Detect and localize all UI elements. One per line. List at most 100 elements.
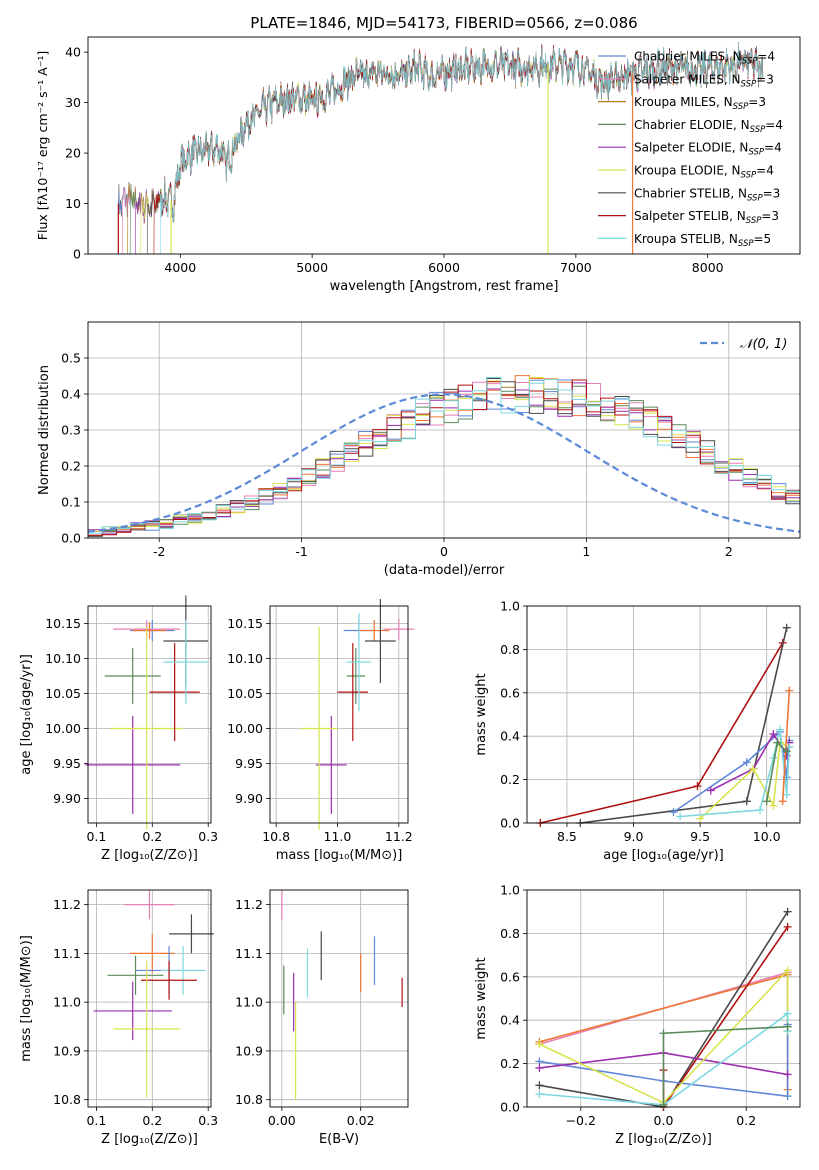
plus-marker (783, 1022, 792, 1031)
y-tick-label: 11.2 (53, 897, 81, 912)
plus-marker (773, 738, 782, 747)
plus-marker (693, 782, 702, 791)
plus-marker (769, 730, 778, 739)
plus-marker (783, 922, 792, 931)
mass_vs_ebv-frame (269, 889, 409, 1108)
plus-marker (742, 797, 751, 806)
x-tick-label: -1 (295, 544, 307, 559)
y-tick-label: 0.6 (500, 969, 520, 984)
mass_vs_Z-y-label: mass [log₁₀(M/M⊙)] (19, 935, 34, 1062)
figure-title: PLATE=1846, MJD=54173, FIBERID=0566, z=0… (250, 14, 637, 32)
x-tick-label: 0.00 (268, 1113, 296, 1128)
age_vs_Z-errorbars (85, 595, 209, 830)
histogram-step-line (88, 379, 800, 537)
y-tick-label: 0.4 (500, 729, 520, 744)
plus-marker (762, 797, 771, 806)
x-tick-label: 0.3 (198, 829, 218, 844)
massweight_vs_age-axes: 8.5 9.0 9.5 10.0 0.0 0.2 0.4 0.6 0.8 1.0 (500, 599, 800, 844)
series-line (540, 642, 784, 824)
x-tick-label: 0.0 (654, 1113, 674, 1128)
mass_vs_ebv-errorbars (281, 890, 403, 1100)
x-tick-label: 0.2 (142, 829, 162, 844)
y-tick-label: 10.15 (227, 616, 263, 631)
y-tick-label: 40 (65, 45, 81, 60)
y-tick-label: 11.1 (53, 946, 81, 961)
massweight_vs_age-lines (536, 623, 794, 827)
legend-label: Chabrier ELODIE, NSSP=4 (634, 118, 783, 135)
y-tick-label: 10.9 (235, 1043, 263, 1058)
plus-marker (669, 808, 678, 817)
y-tick-label: 10.10 (227, 651, 263, 666)
plus-marker (783, 907, 792, 916)
massweight_vs_age-x-label: age [log₁₀(age/yr)] (603, 848, 724, 863)
plus-marker (749, 764, 758, 773)
x-tick-label: 6000 (428, 260, 460, 275)
normal-curve-line (88, 393, 800, 533)
legend-label: Salpeter ELODIE, NSSP=4 (634, 141, 782, 158)
plus-marker (782, 747, 791, 756)
y-tick-label: 10.00 (227, 721, 263, 736)
x-tick-label: 9.5 (690, 829, 710, 844)
plus-marker (659, 1100, 668, 1109)
legend-label: Salpeter STELIB, NSSP=3 (634, 209, 779, 226)
mass_vs_ebv-x-label: E(B-V) (319, 1132, 359, 1147)
series-line (539, 1024, 789, 1098)
y-tick-label: 11.2 (235, 897, 263, 912)
age_vs_mass-frame (269, 605, 409, 824)
age_vs_Z-axes: 0.1 0.2 0.3 9.90 9.95 10.00 10.05 10.10 10.15 (45, 606, 218, 844)
y-tick-label: 0.5 (61, 351, 81, 366)
plus-marker (783, 1009, 792, 1018)
series-line (662, 926, 789, 1110)
x-tick-label: -2 (153, 544, 165, 559)
spectrum-x-label: wavelength [Angstrom, rest frame] (330, 279, 559, 294)
mass_vs_Z-errorbars (93, 890, 214, 1098)
x-tick-label: 0.3 (198, 1113, 218, 1128)
y-tick-label: 10 (65, 196, 81, 211)
histogram-step-line (88, 376, 800, 534)
plus-marker (535, 1089, 544, 1098)
x-tick-label: 1 (582, 544, 590, 559)
histogram-step-line (88, 377, 800, 537)
x-tick-label: 10.8 (262, 829, 290, 844)
y-tick-label: 0.1 (61, 495, 81, 510)
age_vs_Z-x-label: Z [log₁₀(Z/Z⊙)] (101, 848, 198, 863)
y-tick-label: 30 (65, 95, 81, 110)
plus-marker (756, 805, 765, 814)
legend-label: Kroupa ELODIE, NSSP=4 (634, 164, 774, 181)
series-line (580, 627, 788, 824)
histogram-y-label: Normed distribution (37, 365, 52, 495)
x-tick-label: 9.0 (624, 829, 644, 844)
y-tick-label: 11.0 (235, 995, 263, 1010)
y-tick-label: 11.0 (53, 995, 81, 1010)
x-tick-label: 0 (440, 544, 448, 559)
plus-marker (785, 686, 794, 695)
spectrum-axes: 4000 5000 6000 7000 8000 0 10 20 30 40 (65, 45, 724, 275)
x-tick-label: 0.1 (86, 829, 106, 844)
y-tick-label: 0.8 (500, 926, 520, 941)
mass_vs_Z-axes: 0.1 0.2 0.3 10.8 10.9 11.0 11.1 11.2 (53, 890, 218, 1128)
plus-marker (782, 790, 791, 799)
plus-marker (535, 1063, 544, 1072)
legend-label: Salpeter MILES, NSSP=3 (634, 72, 774, 89)
y-tick-label: 0.0 (500, 1100, 520, 1115)
histogram-step-line (88, 381, 800, 533)
y-tick-label: 0.4 (500, 1013, 520, 1028)
y-tick-label: 11.1 (235, 946, 263, 961)
massweight_vs_age-y-label: mass weight (474, 673, 489, 755)
mass_vs_Z-frame (87, 889, 212, 1108)
histogram-step-line (88, 378, 800, 537)
x-tick-label: 4000 (164, 260, 196, 275)
plus-marker (769, 801, 778, 810)
x-tick-label: 0.1 (86, 1113, 106, 1128)
spectrum-legend: Chabrier MILES, NSSP=4 Salpeter MILES, NS… (598, 50, 783, 249)
plus-marker (535, 1081, 544, 1090)
plus-marker (783, 1070, 792, 1079)
legend-label: Kroupa STELIB, NSSP=5 (634, 232, 771, 249)
y-tick-label: 0 (73, 247, 81, 262)
age_vs_mass-errorbars (300, 599, 415, 830)
plus-marker (659, 1029, 668, 1038)
legend-label: Chabrier STELIB, NSSP=3 (634, 186, 780, 203)
mass_vs_ebv-axes: 0.00 0.02 10.8 10.9 11.0 11.1 11.2 (235, 890, 408, 1128)
spectrum-frame (87, 36, 801, 255)
legend-label: 𝒩(0, 1) (740, 337, 787, 352)
